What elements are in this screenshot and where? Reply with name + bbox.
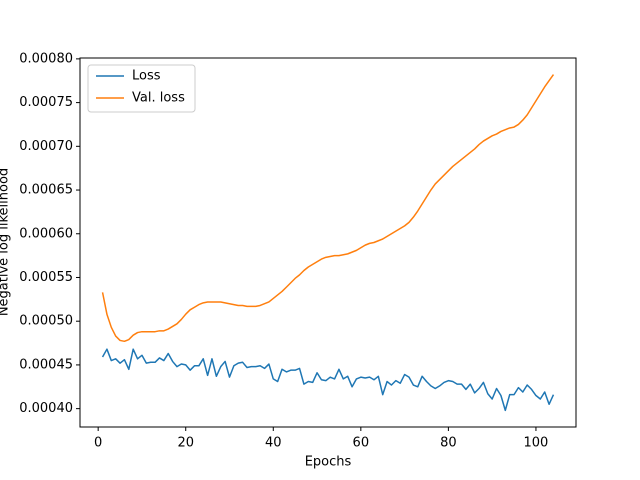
y-tick-label: 0.00045 <box>19 357 73 372</box>
y-tick-label: 0.00055 <box>19 270 73 285</box>
x-axis-label: Epochs <box>305 455 352 470</box>
legend-label: Loss <box>132 69 161 84</box>
y-tick-label: 0.00080 <box>19 51 73 66</box>
x-tick-label: 60 <box>353 436 370 451</box>
x-tick-label: 80 <box>440 436 457 451</box>
x-tick-label: 0 <box>94 436 102 451</box>
series-line <box>101 74 555 343</box>
series-line <box>101 348 555 412</box>
x-tick-label: 100 <box>524 436 549 451</box>
y-tick-label: 0.00070 <box>19 139 73 154</box>
y-tick-label: 0.00065 <box>19 183 73 198</box>
x-tick-label: 20 <box>177 436 194 451</box>
y-tick-label: 0.00050 <box>19 314 73 329</box>
x-tick-label: 40 <box>265 436 282 451</box>
y-tick-label: 0.00075 <box>19 95 73 110</box>
y-tick-label: 0.00040 <box>19 401 73 416</box>
y-tick-label: 0.00060 <box>19 226 73 241</box>
y-axis-label: Negative log likelihood <box>0 168 12 316</box>
legend-label: Val. loss <box>132 91 185 106</box>
plot-frame <box>79 57 577 428</box>
